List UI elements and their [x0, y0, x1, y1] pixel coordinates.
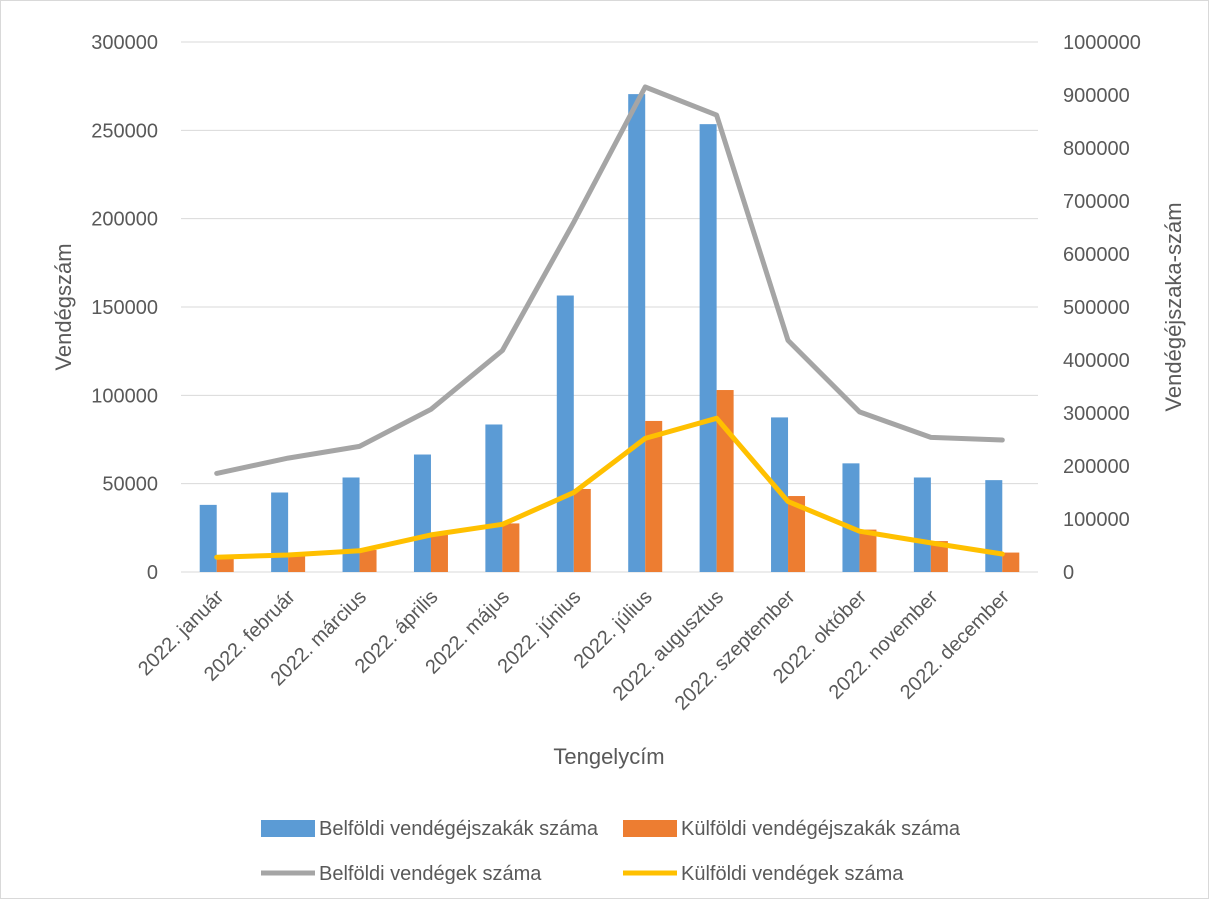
y2-tick-label: 1000000: [1063, 32, 1141, 54]
bar-kulfoldi-vendegejszakak-szama-3: [359, 549, 377, 572]
legend-label-belfoldi-vendegek: Belföldi vendégek száma: [319, 863, 542, 885]
y-tick-label: 150000: [91, 297, 158, 319]
bar-kulfoldi-vendegejszakak-szama-10: [859, 529, 877, 572]
line-kulfoldi-vendegek-szama: [214, 415, 1005, 560]
legend-label-kulfoldi-vendegek: Külföldi vendégek száma: [681, 863, 904, 885]
bar-kulfoldi-vendegejszakak-szama-6: [573, 488, 591, 572]
y2-tick-label: 300000: [1063, 403, 1130, 425]
y-tick-label: 200000: [91, 209, 158, 231]
left-axis-ticks: 0 50000 100000 150000 200000 250000 300000: [91, 32, 158, 584]
y-tick-label: 0: [147, 562, 158, 584]
right-axis-ticks: 0 100000 200000 300000 400000 500000 600000 700…: [1063, 32, 1141, 584]
bar-belfoldi-vendegejszakak-szama-12: [985, 480, 1003, 572]
bar-kulfoldi-vendegejszakak-szama-11: [930, 541, 948, 572]
bar-belfoldi-vendegejszakak-szama-2: [271, 492, 289, 572]
legend-swatch-kulfoldi-ejszakak: [623, 820, 677, 837]
y2-tick-label: 500000: [1063, 297, 1130, 319]
y2-tick-label: 600000: [1063, 244, 1130, 266]
bar-belfoldi-vendegejszakak-szama-10: [842, 463, 860, 572]
y-axis-title: Vendégszám: [51, 243, 76, 370]
legend-label-kulfoldi-ejszakak: Külföldi vendégéjszakák száma: [681, 818, 961, 840]
bar-kulfoldi-vendegejszakak-szama-1: [216, 556, 234, 572]
y-tick-label: 100000: [91, 385, 158, 407]
bar-series-group: [199, 94, 1020, 573]
bar-kulfoldi-vendegejszakak-szama-7: [645, 420, 663, 572]
line-belfoldi-vendegek-szama: [214, 84, 1005, 476]
x-tick-label: 2022. szeptember: [671, 586, 800, 715]
line-series-group: [214, 84, 1005, 560]
y2-tick-label: 700000: [1063, 191, 1130, 213]
y-tick-label: 250000: [91, 120, 158, 142]
bar-kulfoldi-vendegejszakak-szama-9: [788, 496, 806, 572]
y2-axis-title: Vendégéjszaka-szám: [1161, 202, 1186, 411]
y2-tick-label: 200000: [1063, 456, 1130, 478]
legend-label-belfoldi-ejszakak: Belföldi vendégéjszakák száma: [319, 818, 599, 840]
legend-swatch-belfoldi-ejszakak: [261, 820, 315, 837]
bar-kulfoldi-vendegejszakak-szama-2: [288, 554, 306, 572]
bar-belfoldi-vendegejszakak-szama-11: [913, 477, 931, 572]
legend: Belföldi vendégéjszakák száma Külföldi v…: [261, 818, 961, 885]
bar-belfoldi-vendegejszakak-szama-8: [699, 124, 717, 573]
x-axis-title: Tengelycím: [553, 744, 664, 769]
y-tick-label: 50000: [102, 474, 158, 496]
bar-belfoldi-vendegejszakak-szama-1: [199, 504, 217, 572]
y2-tick-label: 800000: [1063, 138, 1130, 160]
bar-kulfoldi-vendegejszakak-szama-12: [1002, 552, 1020, 572]
bar-belfoldi-vendegejszakak-szama-5: [485, 424, 503, 572]
bar-belfoldi-vendegejszakak-szama-7: [628, 94, 646, 572]
y2-tick-label: 900000: [1063, 85, 1130, 107]
gridlines: [181, 41, 1038, 573]
y2-tick-label: 0: [1063, 562, 1074, 584]
bar-belfoldi-vendegejszakak-szama-4: [413, 454, 431, 572]
y-tick-label: 300000: [91, 32, 158, 54]
bar-belfoldi-vendegejszakak-szama-6: [556, 295, 574, 572]
y2-tick-label: 400000: [1063, 350, 1130, 372]
bar-kulfoldi-vendegejszakak-szama-8: [716, 390, 734, 572]
y2-tick-label: 100000: [1063, 509, 1130, 531]
bar-kulfoldi-vendegejszakak-szama-5: [502, 523, 520, 572]
bar-kulfoldi-vendegejszakak-szama-4: [430, 534, 448, 572]
bar-belfoldi-vendegejszakak-szama-3: [342, 477, 360, 572]
